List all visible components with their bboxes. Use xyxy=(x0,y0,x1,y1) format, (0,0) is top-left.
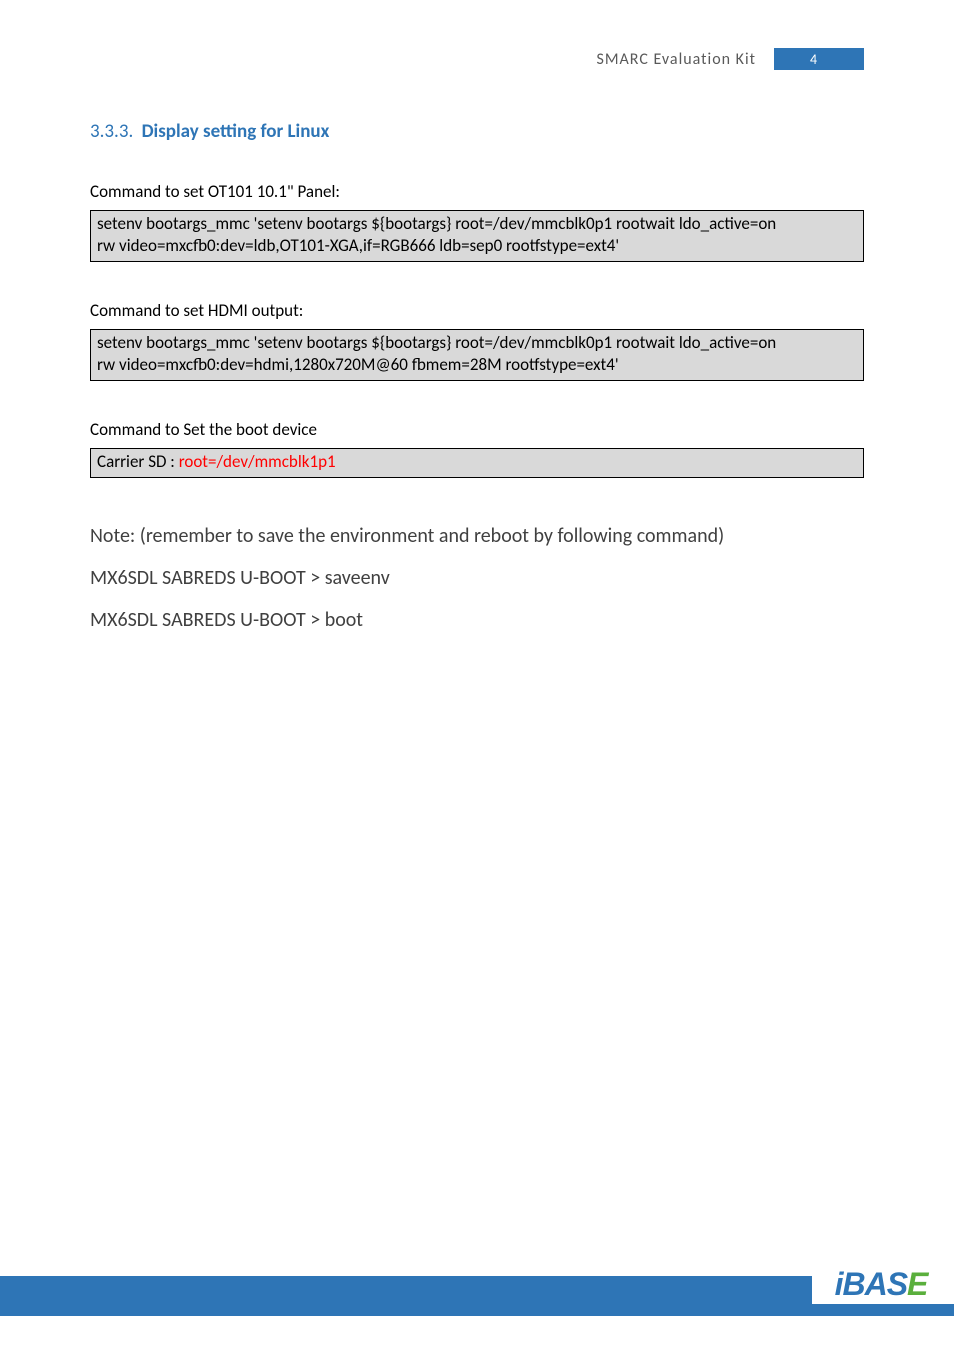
command-box-2: setenv bootargs_mmc 'setenv bootargs ${b… xyxy=(90,329,864,381)
page-number-badge: 4 xyxy=(774,48,864,70)
header: SMARC Evaluation Kit 4 xyxy=(90,48,864,70)
block2-intro: Command to set HDMI output: xyxy=(90,300,864,321)
header-title: SMARC Evaluation Kit xyxy=(596,50,756,69)
cmd3-red: root=/dev/mmcblk1p1 xyxy=(179,451,336,472)
command-box-3: Carrier SD : root=/dev/mmcblk1p1 xyxy=(90,448,864,478)
logo-dark: iBAS xyxy=(835,1266,907,1303)
content: 3.3.3. Display setting for Linux Command… xyxy=(90,0,864,636)
note-line1: Note: (remember to save the environment … xyxy=(90,520,864,552)
cmd1-line2: rw video=mxcfb0:dev=ldb,OT101-XGA,if=RGB… xyxy=(97,235,857,257)
logo-green: E xyxy=(907,1266,927,1303)
cmd1-line1: setenv bootargs_mmc 'setenv bootargs ${b… xyxy=(97,213,857,235)
footer-bar xyxy=(0,1276,954,1316)
note-line3: MX6SDL SABREDS U-BOOT > boot xyxy=(90,604,864,636)
section-number: 3.3.3. xyxy=(90,120,133,143)
command-box-1: setenv bootargs_mmc 'setenv bootargs ${b… xyxy=(90,210,864,262)
cmd2-line1: setenv bootargs_mmc 'setenv bootargs ${b… xyxy=(97,332,857,354)
block3-intro: Command to Set the boot device xyxy=(90,419,864,440)
section-heading: 3.3.3. Display setting for Linux xyxy=(90,120,864,143)
cmd3-prefix: Carrier SD : xyxy=(97,451,179,472)
block1-intro: Command to set OT101 10.1" Panel: xyxy=(90,181,864,202)
cmd2-line2: rw video=mxcfb0:dev=hdmi,1280x720M@60 fb… xyxy=(97,354,857,376)
footer-logo: iBASE xyxy=(812,1264,954,1304)
section-title: Display setting for Linux xyxy=(142,120,330,143)
note-line2: MX6SDL SABREDS U-BOOT > saveenv xyxy=(90,562,864,594)
